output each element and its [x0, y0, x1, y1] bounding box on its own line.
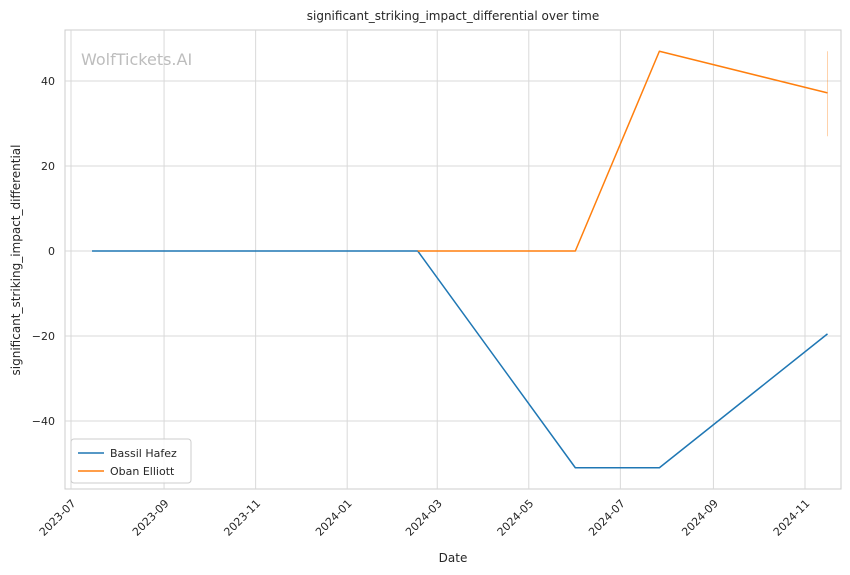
gridlines	[65, 30, 841, 489]
series-layer	[92, 50, 828, 469]
series-line-oban-elliott	[417, 50, 828, 252]
watermark-text: WolfTickets.AI	[81, 50, 192, 69]
plot-area	[64, 29, 842, 490]
y-tick-label: 0	[48, 245, 55, 258]
legend: Bassil Hafez Oban Elliott	[70, 438, 192, 484]
y-axis-label: significant_striking_impact_differential	[9, 145, 23, 376]
x-axis-label: Date	[439, 551, 468, 565]
series-line-bassil-hafez	[92, 250, 828, 469]
y-tick-label: 20	[41, 160, 55, 173]
y-tick-label: −40	[32, 415, 55, 428]
legend-box	[70, 438, 192, 484]
legend-label-bassil-hafez: Bassil Hafez	[110, 447, 177, 460]
chart-title: significant_striking_impact_differential…	[307, 9, 599, 23]
y-tick-label: 40	[41, 75, 55, 88]
legend-label-oban-elliott: Oban Elliott	[110, 465, 175, 478]
y-tick-label: −20	[32, 330, 55, 343]
